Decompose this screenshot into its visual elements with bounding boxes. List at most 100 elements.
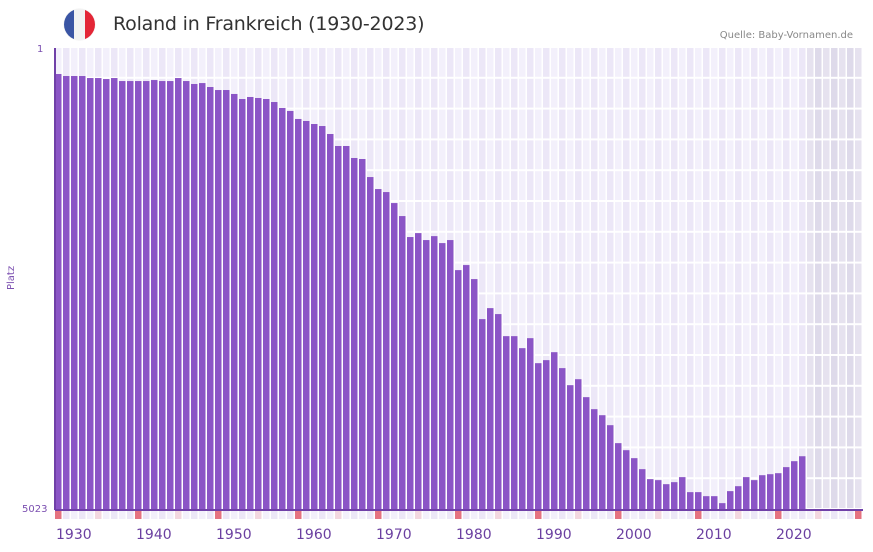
bar-2003[interactable] (639, 469, 646, 510)
bar-1993[interactable] (559, 368, 566, 510)
bar-1940[interactable] (135, 81, 142, 510)
bar-1979[interactable] (447, 240, 454, 510)
bar-2020[interactable] (775, 473, 782, 510)
bar-2012[interactable] (711, 496, 718, 510)
bar-1954[interactable] (247, 96, 254, 510)
bar-1981[interactable] (463, 265, 470, 510)
bar-2022[interactable] (791, 461, 798, 510)
bar-1967[interactable] (351, 157, 358, 510)
bar-1989[interactable] (527, 338, 534, 510)
bar-2004[interactable] (647, 479, 654, 510)
bar-1974[interactable] (407, 237, 414, 510)
bar-1943[interactable] (159, 81, 166, 510)
bar-2018[interactable] (759, 475, 766, 510)
bar-1947[interactable] (191, 83, 198, 510)
bar-1985[interactable] (495, 314, 502, 510)
bar-2006[interactable] (663, 484, 670, 510)
bar-2019[interactable] (767, 474, 774, 510)
bar-1998[interactable] (599, 415, 606, 510)
bar-1933[interactable] (79, 76, 86, 510)
bar-1931[interactable] (63, 76, 70, 510)
bar-2017[interactable] (751, 480, 758, 510)
bar-1937[interactable] (111, 78, 118, 510)
bar-2021[interactable] (783, 467, 790, 510)
bar-1950[interactable] (215, 90, 222, 510)
bar-1969[interactable] (367, 177, 374, 510)
chart-grid (55, 48, 862, 510)
bar-1990[interactable] (535, 363, 542, 510)
bar-1959[interactable] (287, 111, 294, 510)
bar-1960[interactable] (295, 118, 302, 510)
bar-1941[interactable] (143, 81, 150, 510)
bar-2011[interactable] (703, 496, 710, 510)
bar-2023[interactable] (799, 456, 806, 510)
bar-1936[interactable] (103, 79, 110, 510)
bar-1948[interactable] (199, 83, 206, 510)
source-link[interactable]: Quelle: Baby-Vornamen.de (719, 30, 853, 41)
bar-1975[interactable] (415, 233, 422, 510)
flag-stripe-blue (64, 9, 75, 40)
bar-1976[interactable] (423, 240, 430, 510)
bar-1966[interactable] (343, 145, 350, 510)
bar-2010[interactable] (695, 492, 702, 510)
bar-1988[interactable] (519, 348, 526, 510)
bar-1991[interactable] (543, 360, 550, 510)
bar-1961[interactable] (303, 120, 310, 510)
bar-1970[interactable] (375, 189, 382, 510)
bar-1958[interactable] (279, 107, 286, 510)
bar-2008[interactable] (679, 477, 686, 510)
bar-1944[interactable] (167, 81, 174, 510)
bar-2014[interactable] (727, 491, 734, 510)
y-axis-title: Platz (6, 265, 17, 290)
bar-1983[interactable] (479, 319, 486, 510)
bar-1942[interactable] (151, 80, 158, 510)
bar-1930[interactable] (55, 73, 62, 510)
bar-1996[interactable] (583, 397, 590, 510)
bar-2001[interactable] (623, 450, 630, 510)
bar-1951[interactable] (223, 90, 230, 510)
bar-2000[interactable] (615, 443, 622, 510)
bar-2015[interactable] (735, 486, 742, 510)
bar-1980[interactable] (455, 270, 462, 510)
bar-2009[interactable] (687, 492, 694, 510)
bar-1962[interactable] (311, 124, 318, 510)
bar-1997[interactable] (591, 409, 598, 510)
bar-2002[interactable] (631, 458, 638, 510)
flag-stripe-white (74, 9, 85, 40)
bar-1987[interactable] (511, 336, 518, 510)
bar-1994[interactable] (567, 385, 574, 510)
bar-1963[interactable] (319, 126, 326, 510)
bar-1965[interactable] (335, 145, 342, 510)
bar-1952[interactable] (231, 93, 238, 510)
bar-1977[interactable] (431, 236, 438, 510)
bar-1968[interactable] (359, 159, 366, 510)
bar-1957[interactable] (271, 102, 278, 510)
bar-1932[interactable] (71, 76, 78, 510)
bar-1971[interactable] (383, 192, 390, 510)
bar-2013[interactable] (719, 503, 726, 510)
bar-2007[interactable] (671, 482, 678, 510)
x-tick-marks (55, 511, 862, 519)
bar-1992[interactable] (551, 352, 558, 510)
bar-2016[interactable] (743, 477, 750, 510)
bar-1934[interactable] (87, 78, 94, 510)
bar-1945[interactable] (175, 78, 182, 510)
bar-1995[interactable] (575, 379, 582, 510)
bar-1956[interactable] (263, 99, 270, 510)
bar-2005[interactable] (655, 480, 662, 510)
bar-1973[interactable] (399, 216, 406, 510)
bar-1939[interactable] (127, 81, 134, 510)
bar-1999[interactable] (607, 425, 614, 510)
bar-1949[interactable] (207, 87, 214, 510)
bar-1982[interactable] (471, 279, 478, 510)
bar-1972[interactable] (391, 203, 398, 510)
bar-1984[interactable] (487, 308, 494, 510)
bar-1938[interactable] (119, 81, 126, 510)
bar-1935[interactable] (95, 78, 102, 510)
bar-1986[interactable] (503, 336, 510, 510)
bar-1953[interactable] (239, 99, 246, 510)
bar-1964[interactable] (327, 133, 334, 510)
bar-1946[interactable] (183, 81, 190, 510)
bar-1955[interactable] (255, 97, 262, 510)
bar-1978[interactable] (439, 243, 446, 510)
